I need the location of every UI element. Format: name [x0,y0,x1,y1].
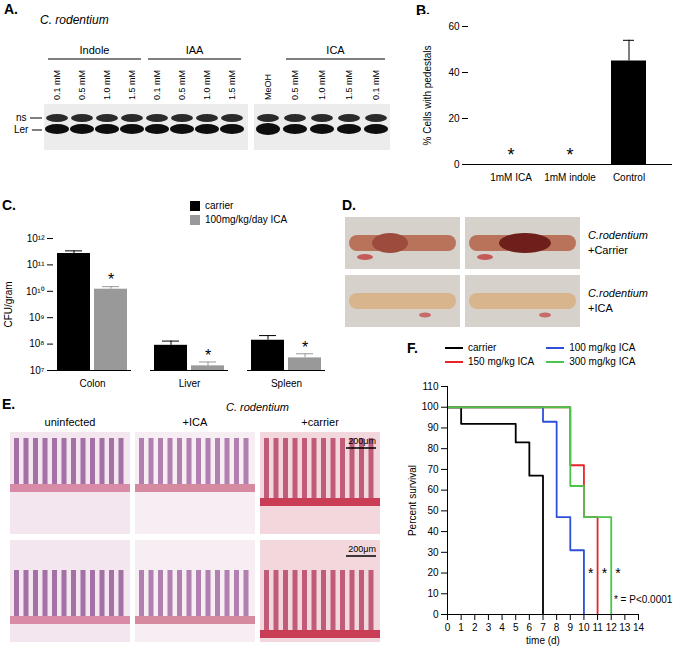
svg-text:1: 1 [458,622,464,633]
svg-text:Liver: Liver [179,378,201,389]
svg-text:2: 2 [472,622,478,633]
svg-text:% Cells with pedestals: % Cells with pedestals [422,45,433,145]
html-text:150 mg/kg ICA: 150 mg/kg ICA [468,356,535,367]
svg-text:1mM ICA: 1mM ICA [490,172,532,183]
svg-text:0.5 mM: 0.5 mM [177,70,187,100]
svg-text:40: 40 [448,67,460,78]
svg-text:*: * [302,339,308,356]
svg-text:C.rodentium: C.rodentium [588,287,648,299]
svg-text:14: 14 [633,622,645,633]
svg-text:0: 0 [445,622,451,633]
svg-text:0.1 mM: 0.1 mM [52,70,62,100]
svg-text:90: 90 [427,422,439,433]
svg-text:0.1 mM: 0.1 mM [371,70,381,100]
svg-text:C. rodentium: C. rodentium [226,401,289,413]
svg-text:1.5 mM: 1.5 mM [344,70,354,100]
svg-text:30: 30 [427,547,439,558]
svg-text:8: 8 [554,622,560,633]
svg-text:*: * [602,565,608,581]
svg-text:9: 9 [568,622,574,633]
svg-text:50: 50 [427,505,439,516]
svg-text:*: * [615,565,621,581]
svg-text:10¹²: 10¹² [27,233,45,244]
svg-text:10⁹: 10⁹ [29,312,44,323]
svg-text:10: 10 [427,588,439,599]
svg-text:0.5 mM: 0.5 mM [77,70,87,100]
svg-text:10¹⁰: 10¹⁰ [26,286,44,297]
svg-text:10⁷: 10⁷ [30,365,45,376]
svg-text:5: 5 [513,622,519,633]
svg-text:70: 70 [427,464,439,475]
svg-text:+Carrier: +Carrier [588,244,628,256]
svg-text:Ler: Ler [14,124,29,135]
svg-text:40: 40 [427,526,439,537]
html-text:100mg/kg/day ICA: 100mg/kg/day ICA [205,214,288,225]
svg-text:Percent survival: Percent survival [407,465,418,536]
svg-text:Colon: Colon [79,378,105,389]
html-text:300 mg/kg ICA: 300 mg/kg ICA [569,356,636,367]
svg-text:ICA: ICA [326,44,345,56]
svg-text:12: 12 [606,622,618,633]
svg-text:10¹¹: 10¹¹ [27,259,45,270]
svg-text:3: 3 [486,622,492,633]
svg-text:80: 80 [427,443,439,454]
html-text:F.: F. [407,340,418,356]
svg-text:D.: D. [342,197,356,213]
svg-text:0: 0 [433,609,439,620]
svg-text:MeOH: MeOH [263,74,273,100]
svg-text:10: 10 [578,622,590,633]
svg-text:A.: A. [4,1,18,17]
svg-text:Control: Control [613,172,645,183]
svg-text:60: 60 [448,21,460,32]
svg-text:200μm: 200μm [348,544,376,554]
svg-text:1mM indole: 1mM indole [544,172,596,183]
svg-text:100: 100 [422,401,439,412]
html-text:carrier: carrier [468,342,497,353]
svg-text:Indole: Indole [80,44,110,56]
html-text:carrier: carrier [205,200,234,211]
svg-text:0: 0 [454,159,460,170]
svg-text:0.1 mM: 0.1 mM [152,70,162,100]
svg-text:20: 20 [448,113,460,124]
svg-text:1.0 mM: 1.0 mM [102,70,112,100]
html-text:100 mg/kg ICA: 100 mg/kg ICA [569,342,636,353]
svg-text:1.0 mM: 1.0 mM [317,70,327,100]
svg-text:110: 110 [423,381,439,392]
svg-text:10⁸: 10⁸ [29,338,44,349]
svg-text:+ICA: +ICA [588,302,613,314]
svg-text:4: 4 [499,622,505,633]
svg-text:*: * [507,145,514,165]
svg-text:11: 11 [592,622,603,633]
svg-text:* = P<0.0001: * = P<0.0001 [614,594,673,605]
svg-text:Spleen: Spleen [271,378,302,389]
svg-text:+carrier: +carrier [301,416,339,428]
svg-text:*: * [566,145,573,165]
svg-text:CFU/gram: CFU/gram [3,281,14,327]
svg-text:*: * [108,271,114,288]
svg-text:IAA: IAA [186,44,204,56]
svg-text:60: 60 [427,484,439,495]
svg-text:uninfected: uninfected [45,416,96,428]
svg-text:+ICA: +ICA [183,416,208,428]
html-text:B.: B. [416,2,430,18]
svg-text:*: * [205,347,211,364]
svg-text:200μm: 200μm [348,436,376,446]
svg-text:E.: E. [2,396,15,412]
svg-text:6: 6 [527,622,533,633]
svg-text:0.5 mM: 0.5 mM [290,70,300,100]
svg-text:ns: ns [16,112,27,123]
svg-text:C. rodentium: C. rodentium [40,13,109,27]
svg-text:C.rodentium: C.rodentium [588,229,648,241]
svg-text:time (d): time (d) [526,635,560,646]
svg-text:7: 7 [540,622,546,633]
svg-text:13: 13 [619,622,631,633]
svg-text:20: 20 [427,567,439,578]
svg-text:1.5 mM: 1.5 mM [127,70,137,100]
svg-text:1.0 mM: 1.0 mM [202,70,212,100]
html-text:C.: C. [2,197,16,213]
svg-text:1.5 mM: 1.5 mM [227,70,237,100]
svg-text:*: * [588,565,594,581]
